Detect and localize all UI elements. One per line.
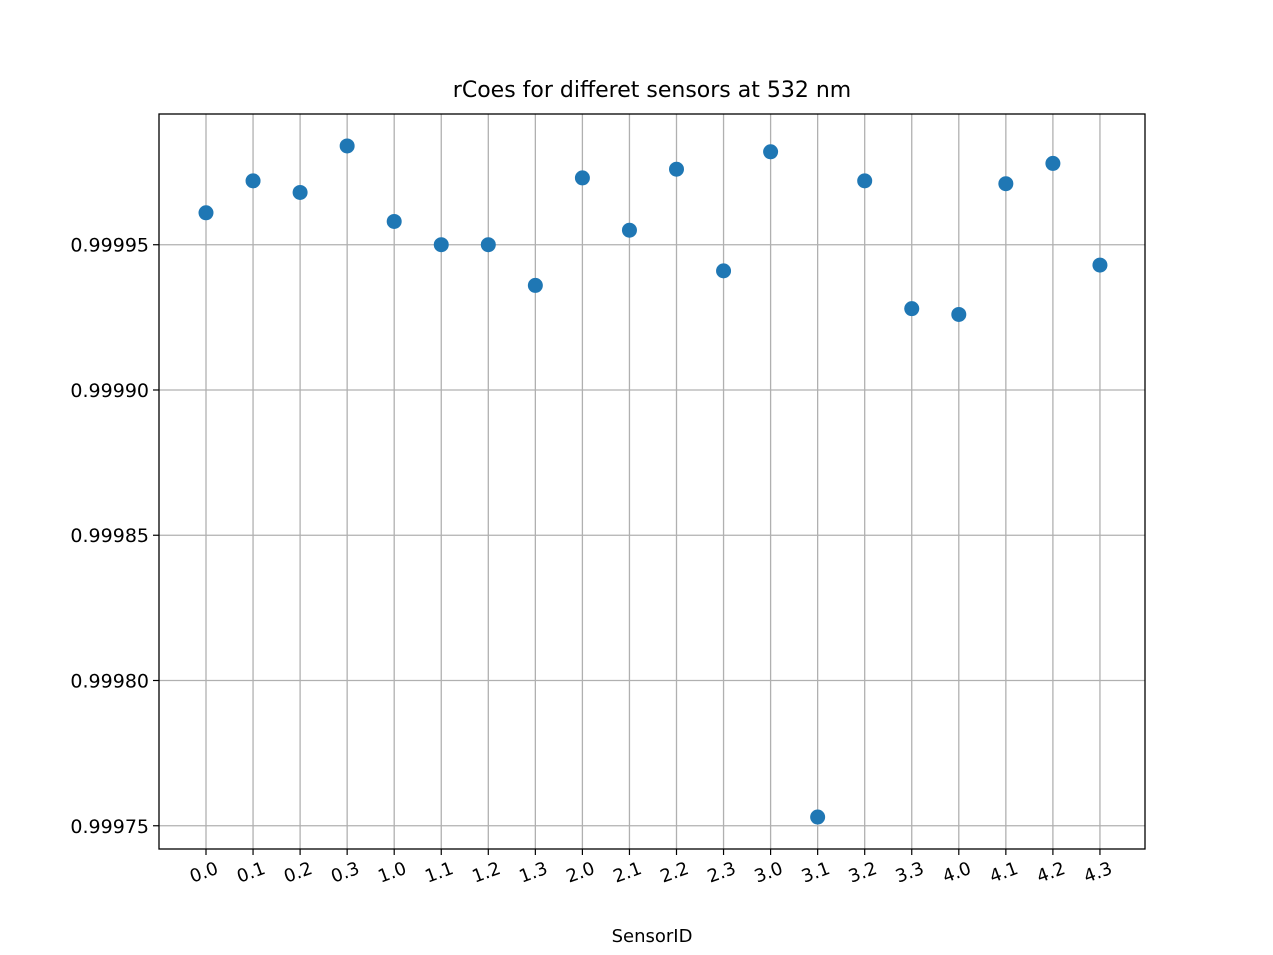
data-point (386, 213, 402, 229)
data-point (339, 138, 355, 154)
x-tick-label: 2.3 (705, 858, 739, 888)
grid-lines (159, 114, 1145, 849)
data-point (480, 237, 496, 253)
data-point (198, 205, 214, 221)
y-tick-label: 0.99980 (70, 671, 149, 693)
x-tick-labels: 0.0 0.1 0.2 0.3 1.0 1.1 1.2 1.3 2.0 2.1 2.2 2.3 3.0 3… (187, 858, 1115, 888)
x-tick-label: 4.2 (1034, 858, 1068, 888)
x-axis-label: SensorID (612, 926, 693, 947)
data-point (245, 173, 261, 189)
data-point (433, 237, 449, 253)
data-points (198, 138, 1108, 825)
x-tick-label: 4.1 (987, 858, 1021, 888)
x-tick-label: 1.0 (375, 858, 409, 888)
x-tick-label: 3.0 (752, 858, 786, 888)
data-point (857, 173, 873, 189)
y-tick-label: 0.99975 (70, 816, 149, 838)
x-tick-label: 0.0 (187, 858, 221, 888)
data-point (292, 184, 308, 200)
x-tick-label: 1.3 (516, 858, 550, 888)
data-point (998, 176, 1014, 192)
x-tick-label: 2.0 (563, 858, 597, 888)
chart-title: rCoes for differet sensors at 532 nm (453, 78, 851, 103)
data-point (904, 301, 920, 317)
x-tick-label: 2.2 (658, 858, 692, 888)
axis-ticks (153, 244, 1101, 855)
x-tick-label: 0.3 (328, 858, 362, 888)
plot-frame (158, 113, 1146, 850)
data-point (716, 263, 732, 279)
data-point (574, 170, 590, 186)
x-tick-label: 0.1 (234, 858, 268, 888)
data-point (621, 222, 637, 238)
x-tick-label: 3.3 (893, 858, 927, 888)
x-tick-label: 4.0 (940, 858, 974, 888)
x-tick-label: 1.1 (422, 858, 456, 888)
x-tick-label: 3.1 (799, 858, 833, 888)
x-tick-label: 1.2 (469, 858, 503, 888)
y-tick-label: 0.99990 (70, 380, 149, 402)
x-tick-label: 2.1 (611, 858, 645, 888)
data-point (951, 306, 967, 322)
x-tick-label: 0.2 (281, 858, 315, 888)
data-point (1045, 155, 1061, 171)
x-tick-label: 4.3 (1081, 858, 1115, 888)
data-point (763, 144, 779, 160)
y-tick-label: 0.99995 (70, 235, 149, 257)
x-tick-label: 3.2 (846, 858, 880, 888)
data-point (669, 161, 684, 177)
data-point (1092, 257, 1108, 273)
data-point (527, 277, 543, 293)
y-tick-labels: 0.99975 0.99980 0.99985 0.99990 0.99995 (70, 235, 149, 838)
y-tick-label: 0.99985 (70, 525, 149, 547)
data-point (810, 809, 826, 825)
